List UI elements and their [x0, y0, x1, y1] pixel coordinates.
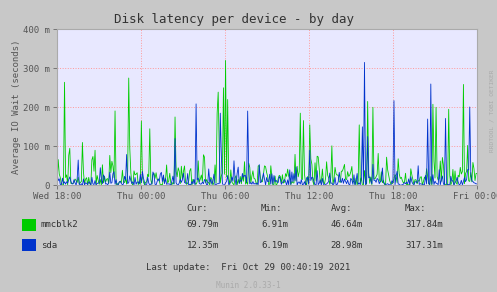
Text: mmcblk2: mmcblk2 — [41, 220, 79, 229]
Text: Munin 2.0.33-1: Munin 2.0.33-1 — [216, 281, 281, 290]
Text: 69.79m: 69.79m — [186, 220, 219, 229]
Text: 46.64m: 46.64m — [331, 220, 363, 229]
Text: Last update:  Fri Oct 29 00:40:19 2021: Last update: Fri Oct 29 00:40:19 2021 — [147, 263, 350, 272]
Text: 6.19m: 6.19m — [261, 241, 288, 250]
Text: Avg:: Avg: — [331, 204, 352, 213]
Text: Min:: Min: — [261, 204, 282, 213]
Text: 317.31m: 317.31m — [405, 241, 443, 250]
Text: 6.91m: 6.91m — [261, 220, 288, 229]
Text: 28.98m: 28.98m — [331, 241, 363, 250]
Text: Cur:: Cur: — [186, 204, 208, 213]
Text: RRDTOOL / TOBI OETIKER: RRDTOOL / TOBI OETIKER — [490, 70, 495, 152]
Text: 12.35m: 12.35m — [186, 241, 219, 250]
Text: Disk latency per device - by day: Disk latency per device - by day — [114, 13, 353, 26]
Text: sda: sda — [41, 241, 57, 250]
Text: 317.84m: 317.84m — [405, 220, 443, 229]
Y-axis label: Average IO Wait (seconds): Average IO Wait (seconds) — [11, 40, 20, 175]
Text: Max:: Max: — [405, 204, 426, 213]
